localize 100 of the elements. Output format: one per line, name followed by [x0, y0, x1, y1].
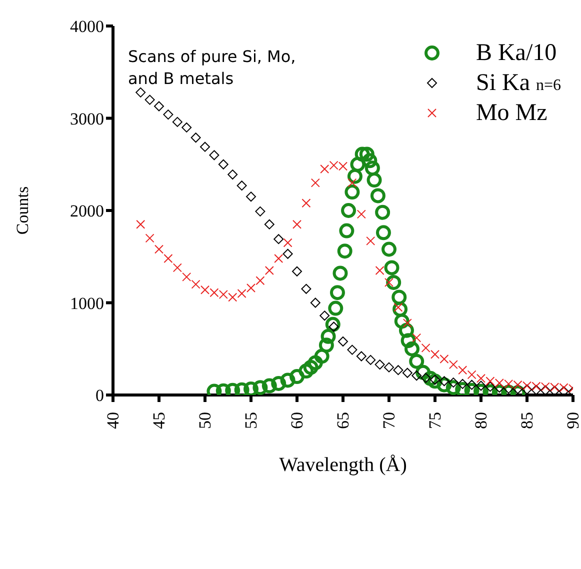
point [409, 354, 424, 369]
point [182, 122, 192, 132]
x-tick-label: 45 [150, 412, 168, 429]
point [218, 159, 228, 170]
point [384, 362, 394, 372]
point [228, 292, 238, 302]
point [282, 248, 293, 259]
point [370, 188, 386, 204]
point [393, 365, 404, 376]
y-tick-label: 4000 [70, 17, 104, 36]
point [163, 110, 174, 120]
point [310, 178, 320, 188]
y-tick-label: 1000 [70, 294, 104, 313]
point [347, 344, 358, 355]
point [246, 192, 256, 202]
x-tick-label: 80 [472, 412, 490, 429]
point [280, 372, 296, 388]
point [522, 384, 532, 394]
point [455, 382, 470, 395]
point [136, 87, 146, 98]
point [256, 276, 265, 286]
point [467, 370, 476, 380]
point [209, 150, 220, 160]
point [246, 283, 256, 292]
point [274, 234, 284, 244]
y-tick-label: 2000 [70, 202, 104, 221]
point [314, 348, 330, 364]
point [359, 146, 374, 162]
point [255, 206, 266, 216]
point [234, 382, 250, 395]
point [271, 376, 286, 391]
point [366, 172, 382, 188]
point [190, 132, 201, 143]
point [200, 142, 210, 152]
x-tick-label: 55 [242, 412, 260, 429]
legend-label: Mo Mz [476, 100, 548, 126]
point [337, 244, 352, 259]
x-tick-label: 70 [380, 412, 398, 429]
point [292, 220, 302, 229]
point [448, 360, 458, 370]
point [382, 242, 396, 257]
point [252, 380, 268, 395]
point [283, 238, 292, 248]
point [421, 343, 430, 352]
point [412, 370, 422, 381]
point [404, 341, 420, 356]
point [350, 156, 366, 172]
point [339, 223, 354, 238]
point [330, 285, 345, 300]
point [264, 219, 274, 230]
point [366, 236, 376, 246]
point [366, 354, 376, 365]
point [145, 234, 154, 243]
point [356, 210, 366, 219]
y-tick-label: 0 [96, 386, 104, 406]
point [154, 101, 164, 112]
point [392, 290, 407, 305]
point [341, 203, 356, 218]
point [274, 254, 284, 263]
point [320, 310, 330, 321]
point [332, 266, 348, 281]
point [376, 225, 391, 240]
point [200, 285, 210, 294]
point [458, 366, 468, 375]
point [384, 260, 400, 276]
point [318, 338, 334, 353]
point [262, 378, 277, 394]
point [347, 168, 362, 184]
point [476, 374, 486, 383]
point [320, 328, 336, 344]
y-tick-label: 3000 [70, 109, 104, 128]
point [172, 263, 182, 272]
point [303, 360, 318, 375]
point [136, 220, 146, 229]
annotation: Scans of pure Si, Mo, and B metals [128, 46, 297, 90]
point [374, 360, 385, 370]
point [412, 333, 422, 342]
point [531, 384, 542, 395]
point [348, 178, 357, 188]
point [440, 354, 449, 364]
point [298, 364, 314, 379]
legend-label: B Ka/10 [476, 40, 557, 66]
point [400, 333, 416, 348]
point [228, 170, 238, 180]
point [236, 180, 247, 191]
point [328, 300, 344, 316]
x-tick-label: 50 [196, 412, 214, 429]
point [264, 266, 274, 275]
point [310, 298, 320, 308]
point [301, 284, 312, 294]
point [392, 302, 408, 317]
point [308, 355, 323, 370]
point [364, 160, 380, 176]
point [402, 368, 412, 378]
point [154, 244, 164, 254]
point [375, 266, 384, 275]
x-tick-label: 40 [104, 412, 122, 429]
point [344, 184, 360, 200]
point [320, 164, 330, 174]
point [144, 94, 155, 105]
